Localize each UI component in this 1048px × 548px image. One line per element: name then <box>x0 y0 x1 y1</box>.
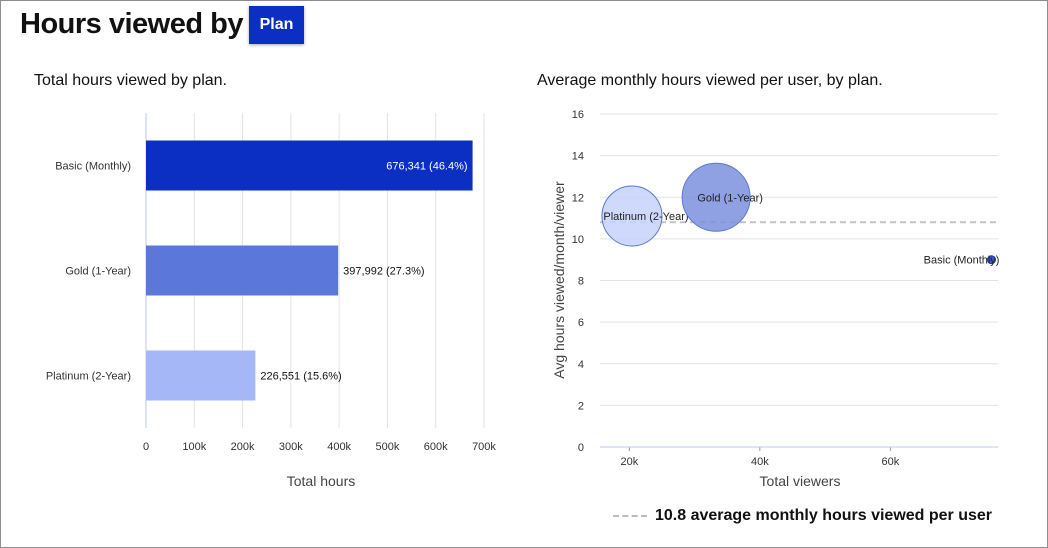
bubble-y-tick-label: 4 <box>578 359 584 371</box>
plan-dropdown-button[interactable]: Plan <box>249 6 304 44</box>
bar-x-tick-label: 600k <box>424 441 448 453</box>
bar-x-tick-label: 300k <box>279 441 303 453</box>
dashed-line-swatch <box>613 515 647 517</box>
bubble-y-tick-label: 10 <box>572 234 584 246</box>
bar-x-tick-label: 0 <box>143 441 149 453</box>
bubble-chart-title: Average monthly hours viewed per user, b… <box>537 72 883 89</box>
bubble-x-axis-title: Total viewers <box>760 473 841 489</box>
bar-1 <box>146 245 339 296</box>
bubble-y-tick-label: 12 <box>572 192 584 204</box>
bubble-label: Gold (1-Year) <box>697 192 763 204</box>
bubble-y-tick-label: 8 <box>578 276 584 288</box>
reference-line-legend-label: 10.8 average monthly hours viewed per us… <box>655 507 993 524</box>
bar-x-tick-label: 500k <box>375 441 399 453</box>
bubble-y-tick-label: 2 <box>578 400 584 412</box>
bubble-x-tick-label: 60k <box>881 456 899 468</box>
reference-line-legend: 10.8 average monthly hours viewed per us… <box>613 506 992 526</box>
bubble-y-tick-label: 14 <box>572 151 584 163</box>
bubble-x-tick-label: 40k <box>751 456 769 468</box>
bar-data-label: 226,551 (15.6%) <box>260 371 341 383</box>
bar-category-label: Basic (Monthly) <box>55 161 131 173</box>
page-title: Hours viewed by <box>20 8 243 40</box>
bubble-label: Platinum (2-Year) <box>603 211 688 223</box>
bar-2 <box>146 350 256 401</box>
bubble-y-tick-label: 0 <box>578 442 584 454</box>
bar-0 <box>146 140 473 191</box>
bar-category-label: Platinum (2-Year) <box>46 371 131 383</box>
bubble-0 <box>601 185 663 247</box>
bar-category-label: Gold (1-Year) <box>65 266 131 278</box>
bubble-y-tick-label: 6 <box>578 317 584 329</box>
bar-chart-title: Total hours viewed by plan. <box>34 72 227 89</box>
bar-x-axis-title: Total hours <box>287 473 355 489</box>
bar-data-label: 676,341 (46.4%) <box>386 161 467 173</box>
bar-x-tick-label: 100k <box>182 441 206 453</box>
bar-x-tick-label: 400k <box>327 441 351 453</box>
bar-x-tick-label: 700k <box>472 441 496 453</box>
bubble-2 <box>986 255 996 265</box>
bar-x-tick-label: 200k <box>231 441 255 453</box>
bubble-y-axis-title: Avg hours viewed/month/viewer <box>551 181 567 379</box>
bubble-y-tick-label: 16 <box>572 109 584 121</box>
bar-data-label: 397,992 (27.3%) <box>343 266 424 278</box>
bubble-label: Basic (Monthly) <box>924 255 1000 267</box>
bubble-x-tick-label: 20k <box>620 456 638 468</box>
bubble-1 <box>681 162 751 232</box>
